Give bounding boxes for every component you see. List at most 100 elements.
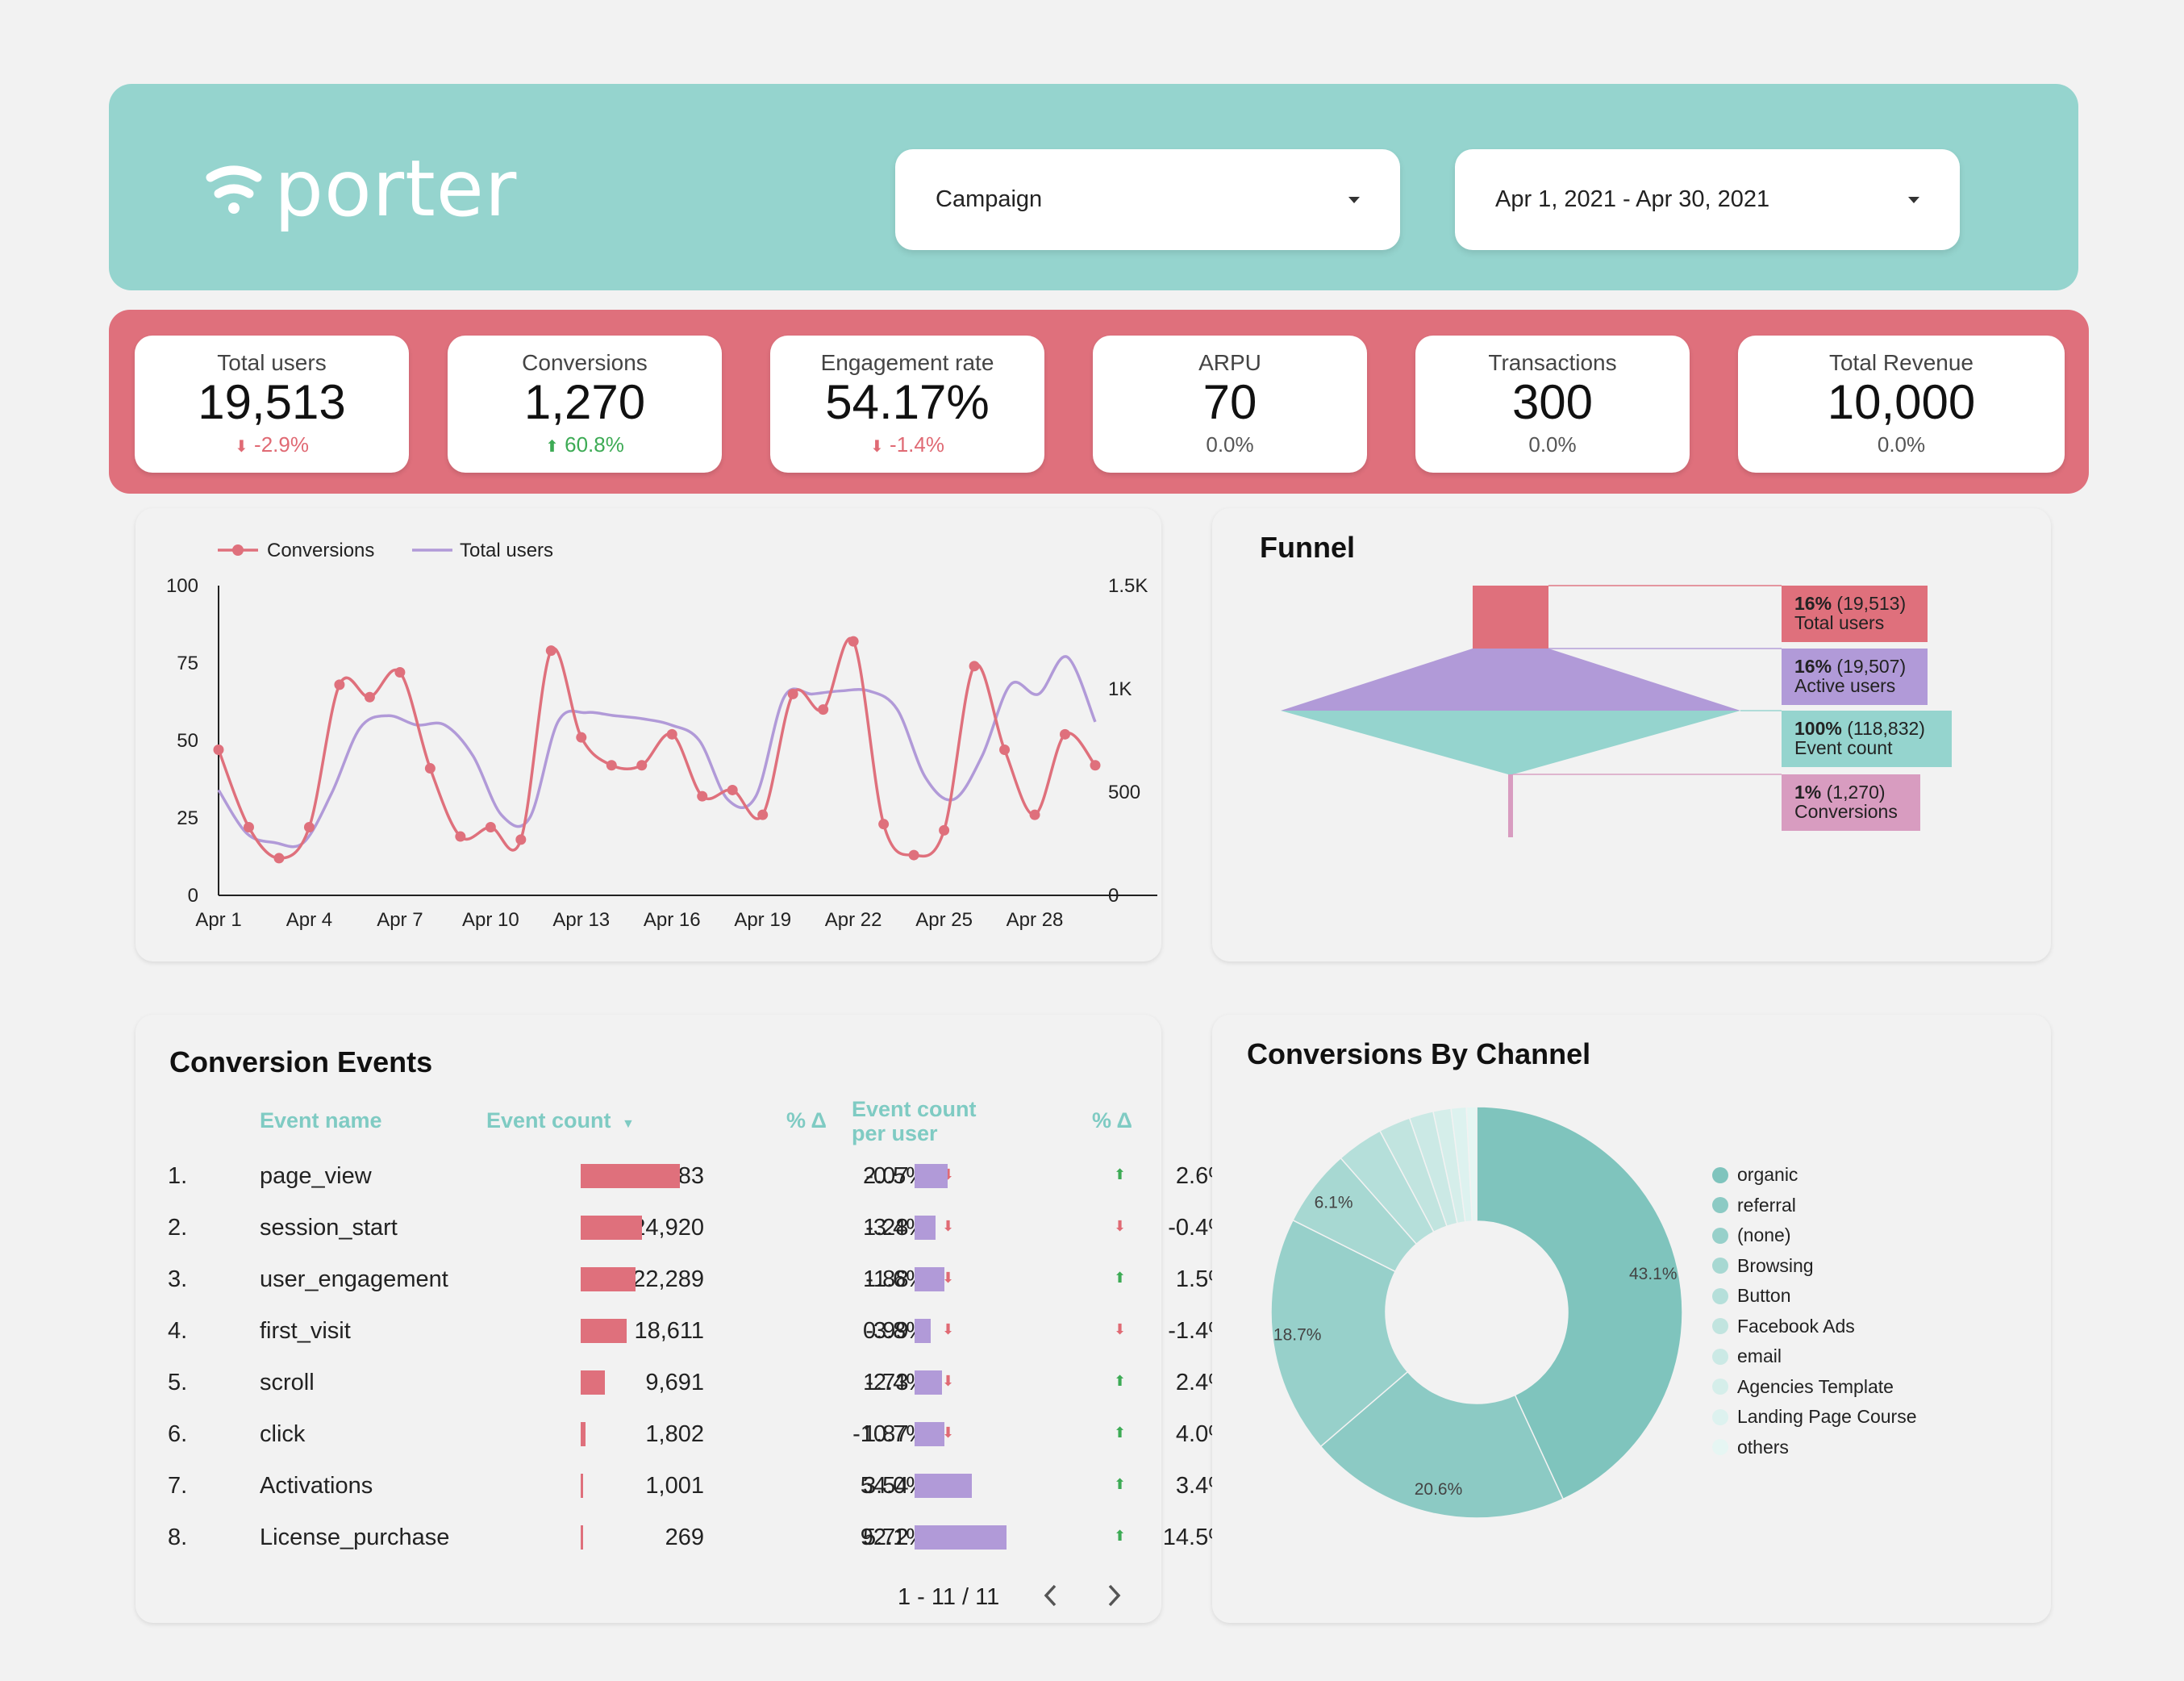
conversions-point bbox=[818, 704, 829, 715]
per-user-value: 1.87 bbox=[863, 1421, 909, 1447]
wifi-icon bbox=[206, 165, 262, 214]
chevron-down-icon bbox=[1908, 196, 1919, 203]
y-right-tick: 500 bbox=[1108, 782, 1140, 803]
conversions-point bbox=[727, 784, 738, 795]
conversions-point bbox=[213, 745, 224, 756]
pct-delta: -10.7% bbox=[852, 1421, 927, 1447]
legend-item-button[interactable]: Button bbox=[1712, 1281, 1917, 1312]
conversions-point bbox=[424, 763, 436, 774]
conversions-point bbox=[666, 728, 677, 740]
kpi-delta-value: 60.8% bbox=[565, 432, 624, 457]
campaign-dropdown[interactable]: Campaign bbox=[895, 149, 1400, 250]
table-row[interactable]: 8. License_purchase 269 92.1% ⬆ 5.72 14.… bbox=[135, 1513, 1229, 1565]
col-header-event-name[interactable]: Event name bbox=[260, 1108, 382, 1132]
row-index: 6. bbox=[168, 1421, 188, 1447]
kpi-delta-value: 0.0% bbox=[1528, 432, 1577, 457]
legend-item-landing-page-course[interactable]: Landing Page Course bbox=[1712, 1402, 1917, 1433]
event-count: 18,611 bbox=[634, 1318, 704, 1344]
legend-item-referral[interactable]: referral bbox=[1712, 1191, 1917, 1221]
channel-donut-card: Conversions By Channel 43.1% 20.6% 18.7% 6.… bbox=[1212, 1015, 2051, 1623]
table-row[interactable]: 5. scroll 9,691 -2.4% ⬇ 1.73 2.4% ⬆ bbox=[135, 1358, 1229, 1410]
funnel-count: (118,832) bbox=[1842, 718, 1925, 739]
kpi-card-engagement-rate[interactable]: Engagement rate 54.17% ⬇ -1.4% bbox=[770, 336, 1044, 473]
funnel-label-name: Total users bbox=[1794, 612, 1884, 633]
conversions-point bbox=[243, 822, 254, 833]
kpi-label: Conversions bbox=[522, 350, 648, 375]
legend-item-others[interactable]: others bbox=[1712, 1433, 1917, 1463]
kpi-card-transactions[interactable]: Transactions 300 0.0% bbox=[1415, 336, 1690, 473]
event-count-bar bbox=[581, 1319, 627, 1343]
legend-item-agencies-template[interactable]: Agencies Template bbox=[1712, 1372, 1917, 1403]
conversions-point bbox=[787, 688, 798, 699]
conversions-point bbox=[848, 636, 859, 647]
x-tick: Apr 28 bbox=[1007, 909, 1064, 931]
kpi-card-total-revenue[interactable]: Total Revenue 10,000 0.0% bbox=[1738, 336, 2065, 473]
per-user-bar bbox=[915, 1164, 948, 1188]
per-user-bar bbox=[915, 1422, 945, 1446]
legend-item-facebook-ads[interactable]: Facebook Ads bbox=[1712, 1312, 1917, 1342]
kpi-card-conversions[interactable]: Conversions 1,270 ⬆ 60.8% bbox=[448, 336, 722, 473]
arrow-down-icon: ⬇ bbox=[235, 438, 248, 456]
conversions-point bbox=[455, 831, 466, 842]
table-row[interactable]: 3. user_engagement 22,289 -1.6% ⬇ 1.88 1… bbox=[135, 1255, 1229, 1307]
chevron-right-icon[interactable] bbox=[1102, 1581, 1126, 1610]
table-body: 1. page_view 40,183 -0.5% ⬇ 2.07 2.6% ⬆ … bbox=[135, 1152, 1229, 1571]
conversions-point bbox=[636, 760, 648, 771]
funnel-count: (19,507) bbox=[1832, 656, 1906, 677]
table-row[interactable]: 7. Activations 1,001 54.0% ⬆ 3.54 3.4% ⬆ bbox=[135, 1462, 1229, 1513]
legend-item-browsing[interactable]: Browsing bbox=[1712, 1251, 1917, 1282]
chevron-down-icon bbox=[1348, 196, 1360, 203]
table-row[interactable]: 2. session_start 24,920 -3.4% ⬇ 1.28 -0.… bbox=[135, 1203, 1229, 1255]
col-header-pct-delta[interactable]: % Δ bbox=[786, 1108, 827, 1132]
event-name: scroll bbox=[260, 1370, 315, 1395]
pagination-label: 1 - 11 / 11 bbox=[898, 1584, 1000, 1610]
event-count: 269 bbox=[665, 1525, 704, 1550]
arrow-up-icon: ⬆ bbox=[1114, 1476, 1127, 1492]
per-user-bar bbox=[915, 1216, 936, 1240]
legend-dot bbox=[1712, 1348, 1728, 1365]
arrow-up-icon: ⬆ bbox=[1114, 1373, 1127, 1389]
table-row[interactable]: 4. first_visit 18,611 -3.8% ⬇ 0.99 -1.4%… bbox=[135, 1307, 1229, 1358]
table-row[interactable]: 1. page_view 40,183 -0.5% ⬇ 2.07 2.6% ⬆ bbox=[135, 1152, 1229, 1203]
event-name: click bbox=[260, 1421, 306, 1447]
arrow-up-icon: ⬆ bbox=[545, 438, 559, 456]
legend-item-email[interactable]: email bbox=[1712, 1341, 1917, 1372]
table-row[interactable]: 6. click 1,802 -10.7% ⬇ 1.87 4.0% ⬆ bbox=[135, 1410, 1229, 1462]
event-count-bar bbox=[581, 1525, 583, 1550]
arrow-down-icon: ⬇ bbox=[870, 438, 884, 456]
conversions-point bbox=[545, 645, 556, 657]
y-left-tick: 50 bbox=[177, 730, 198, 752]
channel-donut-title: Conversions By Channel bbox=[1247, 1037, 1591, 1070]
legend-label-conversions: Conversions bbox=[267, 540, 374, 561]
col-header-pct-delta-per-user[interactable]: % Δ bbox=[1092, 1108, 1132, 1132]
arrow-up-icon: ⬆ bbox=[1114, 1270, 1127, 1286]
kpi-card-total-users[interactable]: Total users 19,513 ⬇ -2.9% bbox=[135, 336, 409, 473]
event-name: License_purchase bbox=[260, 1525, 450, 1550]
date-range-dropdown[interactable]: Apr 1, 2021 - Apr 30, 2021 bbox=[1455, 149, 1960, 250]
col-header-event-count[interactable]: Event count ▼ bbox=[486, 1108, 635, 1133]
col-header-event-count-per-user[interactable]: Event count per user bbox=[852, 1097, 977, 1145]
funnel-stage-conversions bbox=[1508, 774, 1513, 837]
kpi-delta: ⬇ -2.9% bbox=[135, 432, 409, 457]
conversions-point bbox=[394, 667, 406, 678]
event-count: 1,802 bbox=[645, 1421, 704, 1447]
legend-item-none[interactable]: (none) bbox=[1712, 1220, 1917, 1251]
col-header-event-count-label: Event count bbox=[486, 1108, 611, 1132]
conversions-point bbox=[878, 819, 890, 830]
chevron-left-icon[interactable] bbox=[1039, 1581, 1063, 1610]
legend-label: Facebook Ads bbox=[1737, 1315, 1855, 1337]
legend-item-organic[interactable]: organic bbox=[1712, 1160, 1917, 1191]
funnel-label-box bbox=[1782, 711, 1952, 767]
conversions-point bbox=[303, 822, 315, 833]
legend-label: organic bbox=[1737, 1164, 1798, 1186]
event-count: 1,001 bbox=[645, 1473, 704, 1499]
x-tick: Apr 10 bbox=[462, 909, 519, 931]
conversions-point bbox=[1029, 809, 1040, 820]
arrow-down-icon: ⬇ bbox=[942, 1321, 955, 1337]
per-user-bar bbox=[915, 1474, 972, 1498]
event-count-bar bbox=[581, 1474, 584, 1498]
kpi-value: 54.17% bbox=[825, 375, 990, 429]
kpi-card-arpu[interactable]: ARPU 70 0.0% bbox=[1093, 336, 1367, 473]
y-right-tick: 1.5K bbox=[1108, 575, 1148, 597]
legend-label: (none) bbox=[1737, 1224, 1791, 1246]
